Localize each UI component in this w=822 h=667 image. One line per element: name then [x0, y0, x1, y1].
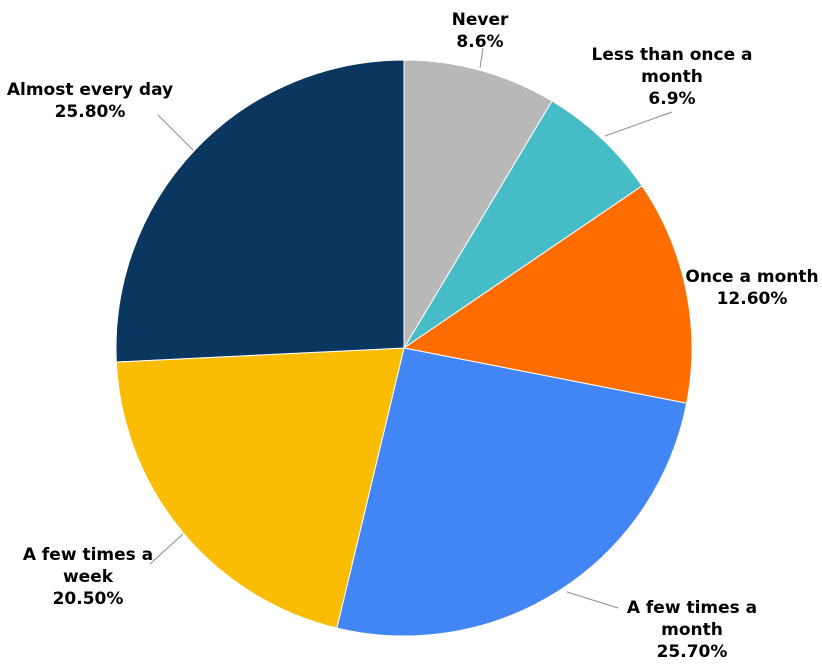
data-label-4: A few times a month 25.70% [627, 598, 757, 662]
pie-slice-1 [403, 59, 553, 350]
data-label-category: month [641, 67, 703, 87]
leader-line-6 [157, 114, 194, 151]
data-label-2: Less than once a month 6.9% [591, 45, 752, 109]
data-label-value: 25.70% [657, 642, 728, 662]
data-label-category: Less than once a [591, 45, 752, 65]
data-label-value: 25.80% [55, 102, 126, 122]
pie-slices [115, 59, 693, 637]
leader-lines [149, 47, 673, 609]
data-label-value: 12.60% [717, 289, 788, 309]
leader-line-5 [149, 533, 184, 565]
data-label-5: A few times a week 20.50% [23, 545, 153, 609]
data-labels: Never 8.6%Less than once a month 6.9%Once a… [7, 10, 819, 662]
leader-line-4 [566, 591, 619, 609]
data-label-value: 8.6% [456, 32, 503, 52]
data-label-3: Once a month 12.60% [685, 267, 818, 309]
data-label-category: Almost every day [7, 80, 173, 100]
data-label-category: A few times a [627, 598, 757, 618]
pie-slice-4 [336, 347, 688, 637]
leader-line-1 [479, 47, 484, 69]
data-label-category: Once a month [685, 267, 818, 287]
pie-slice-3 [402, 185, 693, 404]
data-label-category: Never [452, 10, 509, 30]
data-label-6: Almost every day 25.80% [7, 80, 173, 122]
pie-slice-2 [403, 100, 643, 349]
pie-slice-5 [115, 347, 405, 629]
data-label-category: week [63, 567, 114, 587]
data-label-value: 20.50% [53, 589, 124, 609]
pie-slice-6 [115, 59, 405, 363]
data-label-category: month [661, 620, 723, 640]
data-label-category: A few times a [23, 545, 153, 565]
leader-line-2 [604, 111, 673, 137]
data-label-value: 6.9% [648, 89, 695, 109]
data-label-1: Never 8.6% [452, 10, 509, 52]
